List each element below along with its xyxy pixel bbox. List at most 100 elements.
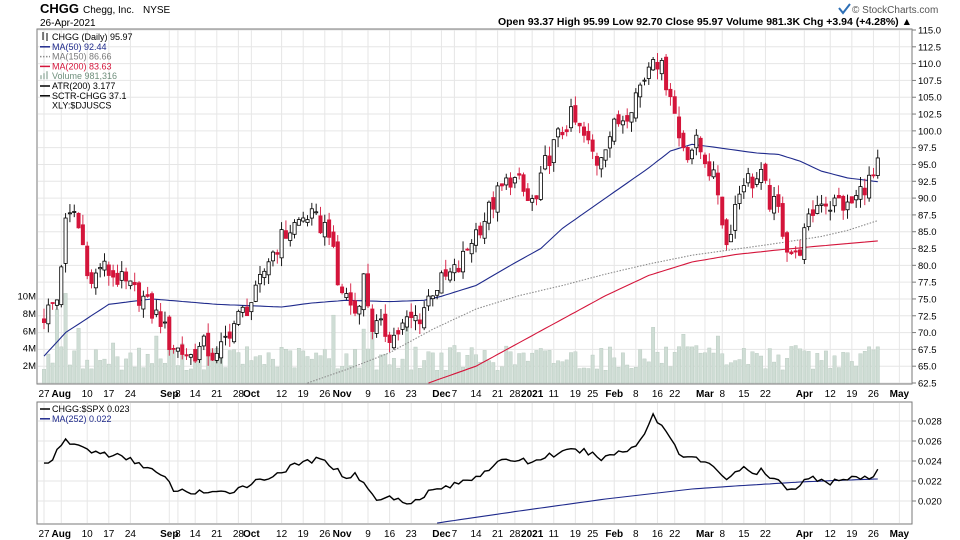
ratio-line — [44, 412, 879, 505]
candle-body — [132, 282, 137, 286]
date-tick-label: Dec — [432, 389, 451, 400]
candle-body — [871, 174, 876, 177]
candle-body — [651, 59, 656, 71]
volume-bar — [500, 366, 504, 384]
candle-body — [629, 112, 634, 123]
candle-down — [560, 126, 565, 140]
candle-up — [819, 194, 824, 213]
volume-bar — [474, 354, 478, 384]
candle-up — [473, 222, 478, 253]
volume-bar — [560, 361, 565, 384]
volume-bar — [763, 368, 768, 384]
volume-bar — [586, 368, 591, 384]
candle-body — [456, 267, 461, 273]
candle-body — [270, 251, 275, 262]
candle-up — [288, 224, 293, 247]
volume-tick-label: 6M — [23, 326, 36, 337]
candle-body — [681, 132, 686, 149]
date-tick-label: 8 — [719, 389, 725, 400]
candle-body — [569, 106, 574, 129]
candle-body — [119, 271, 124, 281]
volume-bar — [871, 349, 876, 384]
volume-bar — [487, 360, 491, 384]
candle-body — [383, 313, 388, 337]
volume-bar — [309, 358, 314, 384]
candle-down — [672, 90, 677, 114]
volume-bar — [426, 351, 431, 384]
candle-up — [344, 287, 349, 300]
price-tick-label: 87.5 — [918, 210, 937, 221]
volume-bar — [625, 364, 630, 384]
date-tick-label: 16 — [652, 529, 664, 540]
volume-bar — [258, 355, 262, 384]
date-tick-label: 23 — [406, 529, 418, 540]
volume-bar — [301, 350, 306, 384]
candle-body — [685, 146, 690, 161]
volume-tick-label: 10M — [18, 292, 37, 303]
candle-body — [785, 232, 790, 253]
volume-bar — [573, 351, 578, 384]
candle-up — [400, 318, 405, 335]
date-tick-label: 26 — [319, 529, 331, 540]
date-tick-label: 27 — [38, 529, 50, 540]
candle-up — [638, 82, 643, 108]
volume-bar — [707, 347, 712, 384]
candle-up — [102, 253, 107, 277]
candle-body — [124, 271, 129, 282]
date-tick-label: 17 — [103, 389, 115, 400]
candle-body — [728, 233, 733, 243]
candle-up — [620, 115, 625, 134]
price-tick-label: 75.0 — [918, 294, 937, 305]
volume-bar — [638, 349, 643, 384]
candle-body — [232, 323, 237, 343]
candle-up — [262, 268, 267, 286]
volume-bar — [422, 360, 427, 384]
volume-bar — [556, 360, 560, 384]
candle-body — [841, 195, 846, 211]
candle-body — [214, 352, 219, 361]
candle-up — [659, 57, 664, 81]
candle-down — [335, 235, 340, 286]
volume-bar — [141, 367, 146, 384]
volume-bar — [858, 353, 863, 384]
candle-up — [612, 117, 617, 145]
candle-up — [296, 217, 301, 226]
volume-bar — [55, 308, 59, 384]
candle-body — [646, 66, 651, 79]
candle-body — [599, 157, 604, 170]
candle-down — [785, 230, 790, 262]
candle-body — [219, 341, 224, 359]
ma50-line — [43, 143, 878, 357]
volume-bar — [824, 350, 828, 384]
candle-body — [659, 60, 664, 75]
volume-bar — [232, 349, 236, 384]
volume-bar — [383, 353, 388, 384]
volume-bar — [379, 354, 383, 384]
volume-tick-label: 2M — [23, 361, 36, 372]
candle-down — [137, 281, 142, 312]
volume-bar — [512, 364, 517, 384]
date-tick-label: 11 — [549, 529, 560, 540]
price-tick-label: 72.5 — [918, 311, 937, 322]
candle-body — [106, 264, 111, 276]
candle-up — [175, 347, 180, 358]
candle-body — [633, 92, 638, 119]
legend-swatch — [40, 75, 42, 80]
candle-body — [603, 149, 608, 161]
candle-body — [625, 115, 630, 122]
candle-body — [206, 332, 211, 357]
price-tick-label: 105.0 — [918, 93, 942, 104]
candle-body — [577, 122, 582, 127]
legend-label: CHGG (Daily) 95.97 — [52, 32, 133, 42]
volume-bar — [387, 364, 392, 384]
candle-down — [167, 315, 172, 356]
candle-body — [374, 320, 379, 334]
candle-body — [754, 178, 759, 185]
volume-bar — [642, 358, 647, 384]
date-tick-label: 17 — [103, 529, 115, 540]
volume-bar — [741, 348, 746, 384]
date-tick-label: 9 — [365, 529, 371, 540]
candle-body — [175, 347, 180, 352]
candle-down — [145, 286, 150, 298]
volume-bar — [629, 368, 634, 384]
